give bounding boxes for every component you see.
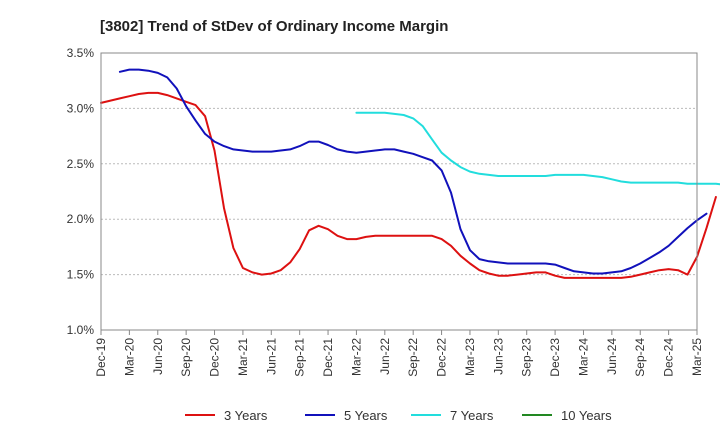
x-tick-label: Dec-22 [435, 338, 449, 377]
x-tick-label: Sep-21 [293, 338, 307, 377]
y-tick-label: 3.0% [67, 101, 95, 115]
y-tick-label: 2.5% [67, 157, 95, 171]
legend: 3 Years 5 Years 7 Years 10 Years [185, 408, 612, 423]
legend-label: 3 Years [224, 408, 268, 423]
x-tick-label: Jun-24 [605, 338, 619, 375]
y-tick-label: 1.5% [67, 268, 95, 282]
x-tick-label: Jun-20 [151, 338, 165, 375]
series-line-1 [100, 91, 717, 279]
x-tick-label: Mar-20 [122, 338, 136, 376]
x-tick-label: Mar-21 [236, 338, 250, 376]
x-tick-label: Mar-23 [463, 338, 477, 376]
x-tick-label: Mar-22 [349, 338, 363, 376]
y-tick-label: 2.0% [67, 212, 95, 226]
x-tick-label: Jun-22 [378, 338, 392, 375]
series-line-3 [355, 111, 720, 186]
x-tick-label: Dec-20 [208, 338, 222, 377]
grid-lines [101, 52, 697, 331]
legend-label: 7 Years [450, 408, 494, 423]
y-tick-label: 3.5% [67, 46, 95, 60]
x-tick-label: Dec-24 [662, 338, 676, 377]
series-line-2 [118, 68, 708, 275]
x-tick-label: Mar-24 [576, 338, 590, 376]
x-tick-label: Sep-22 [406, 338, 420, 377]
chart-title: [3802] Trend of StDev of Ordinary Income… [100, 18, 448, 35]
plot-frame [100, 52, 698, 331]
x-tick-label: Sep-23 [520, 338, 534, 377]
legend-label: 10 Years [561, 408, 612, 423]
x-tick-label: Jun-21 [264, 338, 278, 375]
x-tick-label: Mar-25 [690, 338, 704, 376]
x-tick-label: Dec-21 [321, 338, 335, 377]
y-axis-ticks: 1.0% 1.5% 2.0% 2.5% 3.0% 3.5% [67, 46, 95, 337]
x-tick-label: Sep-24 [633, 338, 647, 377]
legend-label: 5 Years [344, 408, 388, 423]
series-lines [100, 68, 720, 279]
x-tick-label: Dec-19 [94, 338, 108, 377]
x-axis-ticks: Dec-19 Mar-20 Jun-20 Sep-20 Dec-20 Mar-21 Jun-… [94, 330, 704, 377]
x-tick-label: Dec-23 [548, 338, 562, 377]
x-tick-label: Jun-23 [491, 338, 505, 375]
y-tick-label: 1.0% [67, 323, 95, 337]
x-tick-label: Sep-20 [179, 338, 193, 377]
